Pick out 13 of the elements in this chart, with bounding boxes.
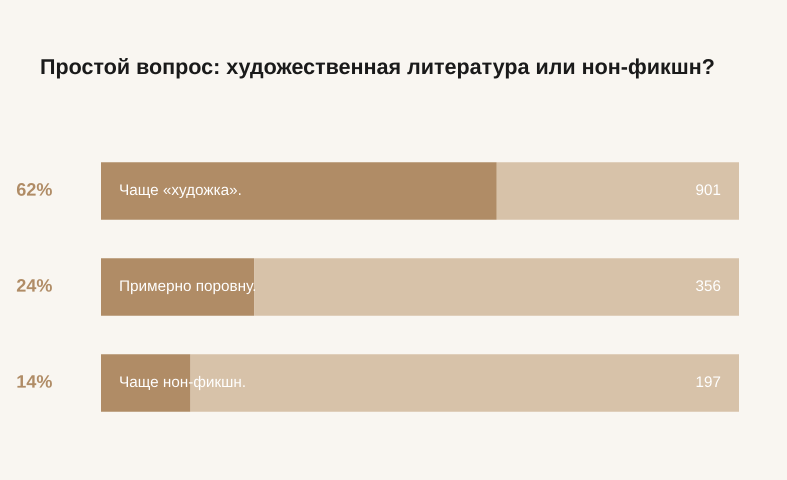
bar bbox=[101, 162, 497, 220]
bar bbox=[254, 258, 739, 316]
data-label: 62% bbox=[16, 183, 52, 196]
data-label: 14% bbox=[17, 375, 52, 388]
bar bbox=[496, 162, 739, 220]
chart-title: Простой вопрос: художественная литература или нон-фикшн? bbox=[41, 58, 714, 78]
annotation: 356 bbox=[696, 280, 720, 292]
y-tick-label: Примерно поровну. bbox=[120, 280, 256, 294]
annotation: 901 bbox=[696, 184, 720, 196]
bar bbox=[101, 258, 254, 316]
annotation: 197 bbox=[696, 376, 720, 388]
y-tick-label: Чаще «художка». bbox=[120, 184, 240, 198]
data-label: 24% bbox=[16, 279, 52, 292]
